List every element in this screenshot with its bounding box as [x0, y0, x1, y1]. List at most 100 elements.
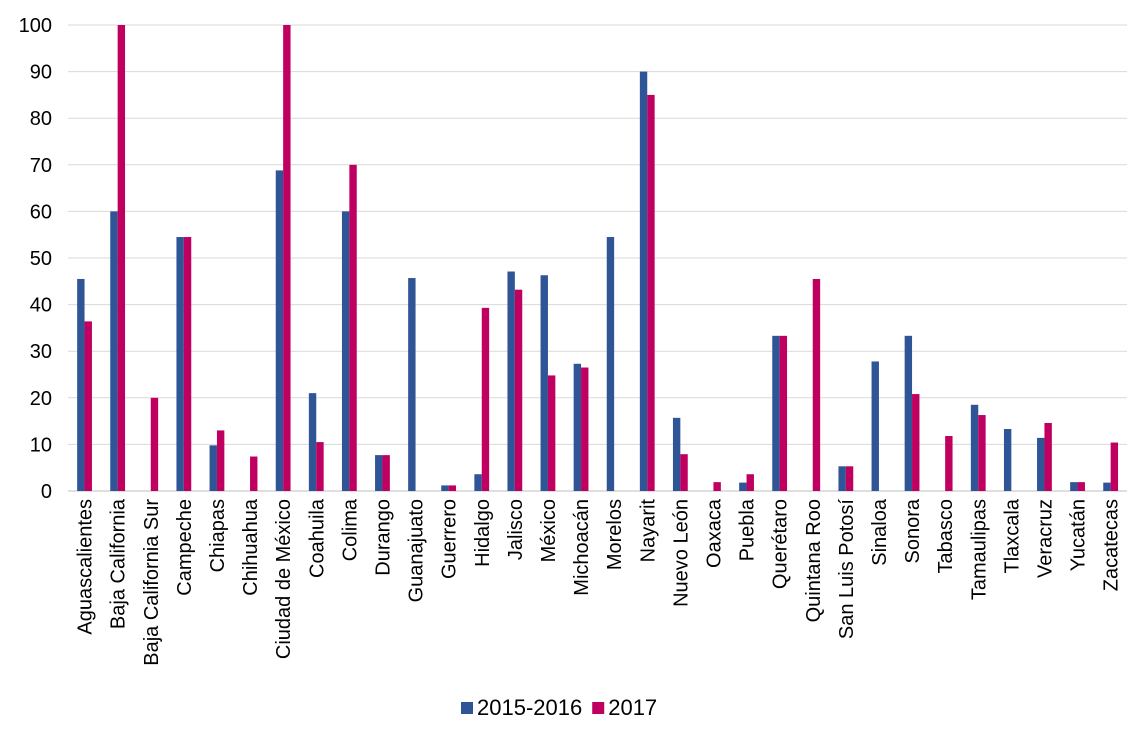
- bar-2017-Puebla: [746, 474, 754, 491]
- bar-2017-San Luis Potosí: [845, 466, 854, 491]
- x-category-label: Guerrero: [439, 499, 461, 579]
- bar-2015-2016-Nayarit: [639, 71, 648, 491]
- x-category-label: Veracruz: [1034, 499, 1056, 578]
- x-axis-labels: Aguascalientes Baja California Baja Califo…: [75, 498, 1123, 666]
- bar-2017-Tabasco: [945, 436, 953, 491]
- bar-2017-Coahuila: [316, 442, 324, 491]
- x-category-label: Puebla: [737, 498, 759, 561]
- legend-swatch-2015-2016: [461, 702, 473, 714]
- bar-2017-Baja California Sur: [150, 397, 159, 491]
- x-category-label: Colima: [339, 498, 361, 561]
- x-category-label: Chiapas: [207, 499, 229, 572]
- bar-2015-2016-Nuevo León: [672, 417, 681, 491]
- y-tick-label: 70: [30, 155, 52, 177]
- bar-2015-2016-Coahuila: [308, 393, 317, 491]
- legend: 2015-2016 2017: [461, 695, 657, 720]
- x-category-label: Tabasco: [935, 499, 957, 574]
- x-category-label: Baja California Sur: [141, 499, 163, 666]
- bar-2015-2016-Durango: [375, 455, 383, 491]
- bars: [77, 25, 1119, 492]
- bar-2017-Yucatán: [1077, 482, 1085, 491]
- bar-2015-2016-Veracruz: [1037, 437, 1045, 491]
- x-category-label: Quintana Roo: [803, 499, 825, 622]
- bar-2015-2016-Jalisco: [507, 271, 515, 491]
- bar-2015-2016-Hidalgo: [474, 474, 482, 491]
- x-category-label: Campeche: [174, 499, 196, 596]
- bar-2017-Nuevo León: [680, 454, 688, 491]
- bar-2015-2016-Puebla: [739, 482, 747, 491]
- bar-2015-2016-Ciudad de México: [275, 170, 284, 491]
- bar-2017-Jalisco: [514, 289, 523, 491]
- x-category-label: Tamaulipas: [968, 499, 990, 600]
- bar-2015-2016-Yucatán: [1070, 482, 1078, 491]
- bar-2015-2016-México: [540, 275, 548, 491]
- y-axis-ticks: 0 10 20 30 40 50 60 70 80 90 100: [19, 15, 52, 503]
- y-tick-label: 90: [30, 62, 52, 84]
- x-category-label: Michoacán: [571, 499, 593, 596]
- bar-2017-Zacatecas: [1110, 442, 1119, 491]
- y-tick-label: 0: [41, 481, 52, 503]
- bar-2015-2016-Morelos: [606, 237, 615, 491]
- bar-2015-2016-Guerrero: [441, 485, 449, 491]
- bar-2017-Quintana Roo: [812, 278, 821, 491]
- bar-2015-2016-Tamaulipas: [970, 404, 979, 491]
- y-tick-label: 20: [30, 388, 52, 410]
- x-category-label: Hidalgo: [472, 499, 494, 567]
- legend-label: 2015-2016: [477, 695, 582, 720]
- x-category-label: Jalisco: [505, 499, 527, 560]
- bar-2015-2016-Tlaxcala: [1003, 429, 1012, 491]
- bar-2017-Colima: [349, 164, 357, 492]
- y-tick-label: 10: [30, 434, 52, 456]
- bar-2017-Guerrero: [448, 485, 457, 491]
- bar-2017-Michoacán: [581, 367, 589, 491]
- x-category-label: Aguascalientes: [75, 499, 97, 635]
- bar-2015-2016-Sonora: [904, 335, 913, 491]
- x-category-label: Querétaro: [770, 499, 792, 589]
- x-category-label: Ciudad de México: [273, 499, 295, 659]
- y-tick-label: 50: [30, 248, 52, 270]
- bar-2015-2016-Aguascalientes: [77, 278, 85, 491]
- bar-2017-Nayarit: [647, 94, 655, 492]
- x-category-label: Sinaloa: [869, 498, 891, 566]
- x-category-label: Morelos: [604, 499, 626, 570]
- bar-2017-Ciudad de México: [283, 25, 291, 491]
- x-category-label: Tlaxcala: [1001, 498, 1023, 573]
- bar-2017-Aguascalientes: [84, 321, 92, 491]
- x-category-label: Durango: [372, 499, 394, 576]
- bar-2017-Chiapas: [216, 430, 225, 491]
- x-category-label: Nayarit: [637, 499, 659, 563]
- bar-2015-2016-San Luis Potosí: [838, 466, 846, 491]
- bar-2017-Tamaulipas: [978, 415, 986, 491]
- bar-2017-Oaxaca: [713, 482, 721, 491]
- bar-2017-Campeche: [183, 237, 192, 491]
- x-category-label: Zacatecas: [1101, 499, 1123, 591]
- legend-label: 2017: [608, 695, 657, 720]
- bar-2015-2016-Sinaloa: [871, 361, 879, 491]
- bar-2017-Baja California: [117, 25, 126, 491]
- bar-2017-Hidalgo: [481, 307, 490, 491]
- bar-2015-2016-Querétaro: [772, 335, 780, 491]
- x-category-label: Chihuahua: [240, 498, 262, 596]
- bar-2015-2016-Guanajuato: [408, 278, 416, 491]
- y-tick-label: 30: [30, 341, 52, 363]
- bar-2015-2016-Baja California: [110, 211, 118, 491]
- x-category-label: Baja California: [108, 498, 130, 629]
- bar-2017-Veracruz: [1044, 422, 1052, 491]
- bar-2017-Durango: [382, 455, 390, 491]
- bar-2015-2016-Zacatecas: [1103, 482, 1111, 491]
- x-category-label: Oaxaca: [703, 498, 725, 568]
- x-category-label: Guanajuato: [406, 499, 428, 602]
- bar-2015-2016-Colima: [341, 211, 350, 491]
- bar-2017-México: [547, 375, 556, 491]
- bar-2015-2016-Michoacán: [573, 363, 582, 491]
- y-tick-label: 40: [30, 295, 52, 317]
- x-category-label: Coahuila: [306, 498, 328, 578]
- bar-2017-Querétaro: [779, 335, 788, 491]
- x-category-label: San Luis Potosí: [836, 499, 858, 640]
- legend-swatch-2017: [592, 702, 605, 714]
- x-category-label: México: [538, 499, 560, 562]
- bar-2017-Sonora: [912, 394, 920, 491]
- x-category-label: Sonora: [902, 498, 924, 563]
